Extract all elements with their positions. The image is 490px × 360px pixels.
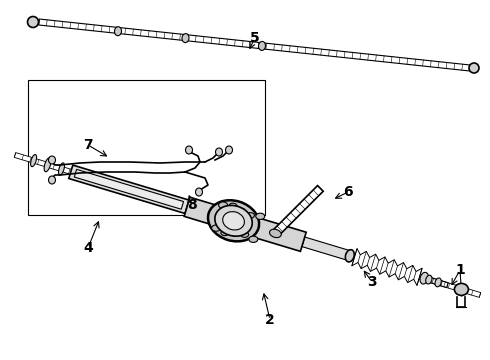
Polygon shape xyxy=(302,237,351,261)
Text: 6: 6 xyxy=(343,185,353,199)
Text: 1: 1 xyxy=(455,263,465,277)
Polygon shape xyxy=(184,197,306,251)
Ellipse shape xyxy=(27,17,39,27)
Polygon shape xyxy=(14,153,481,297)
Text: 3: 3 xyxy=(367,275,377,289)
Ellipse shape xyxy=(222,212,245,230)
Ellipse shape xyxy=(270,229,281,238)
Polygon shape xyxy=(69,165,189,213)
Ellipse shape xyxy=(420,273,428,284)
Ellipse shape xyxy=(186,146,193,154)
Ellipse shape xyxy=(426,275,432,284)
Polygon shape xyxy=(39,19,470,71)
Ellipse shape xyxy=(225,146,232,154)
Ellipse shape xyxy=(435,278,441,287)
Ellipse shape xyxy=(212,225,220,231)
Ellipse shape xyxy=(44,158,51,172)
Ellipse shape xyxy=(196,188,202,196)
Ellipse shape xyxy=(49,156,55,164)
Ellipse shape xyxy=(246,213,254,218)
Text: 2: 2 xyxy=(265,313,275,327)
Ellipse shape xyxy=(345,249,354,262)
Polygon shape xyxy=(272,185,323,236)
Ellipse shape xyxy=(469,63,479,73)
Ellipse shape xyxy=(219,202,227,208)
Ellipse shape xyxy=(345,250,354,262)
Bar xyxy=(28,80,265,215)
Ellipse shape xyxy=(231,231,238,236)
Ellipse shape xyxy=(256,213,265,220)
Ellipse shape xyxy=(182,33,189,42)
Text: 8: 8 xyxy=(187,198,197,212)
Ellipse shape xyxy=(249,236,258,242)
Ellipse shape xyxy=(216,148,222,156)
Text: 4: 4 xyxy=(83,241,93,255)
Ellipse shape xyxy=(238,208,245,213)
Polygon shape xyxy=(352,249,422,285)
Ellipse shape xyxy=(115,27,122,36)
Ellipse shape xyxy=(208,200,259,241)
Polygon shape xyxy=(74,169,184,209)
Ellipse shape xyxy=(221,230,229,235)
Text: 7: 7 xyxy=(83,138,93,152)
Text: 5: 5 xyxy=(250,31,260,45)
Ellipse shape xyxy=(215,206,252,236)
Polygon shape xyxy=(423,276,448,288)
Ellipse shape xyxy=(454,283,468,296)
Ellipse shape xyxy=(31,154,37,167)
Ellipse shape xyxy=(58,163,65,175)
Ellipse shape xyxy=(229,203,237,209)
Ellipse shape xyxy=(241,232,248,237)
Ellipse shape xyxy=(259,41,266,50)
Ellipse shape xyxy=(49,176,55,184)
